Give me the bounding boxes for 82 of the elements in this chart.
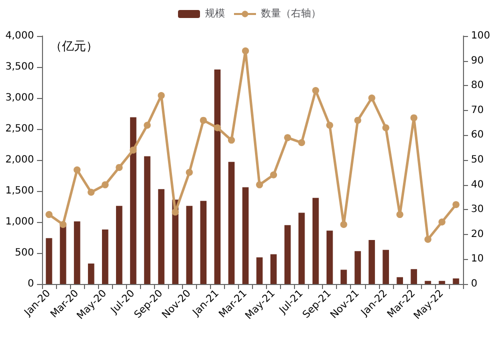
point <box>158 92 165 100</box>
bar <box>298 212 305 284</box>
point <box>410 114 418 122</box>
point <box>326 122 334 129</box>
bar <box>284 225 291 284</box>
y2-tick-label: 0 <box>471 278 478 290</box>
bar <box>74 221 80 284</box>
y-tick-label: 2,000 <box>5 154 34 166</box>
bar <box>410 269 418 284</box>
y-tick-label: 1,500 <box>5 186 34 196</box>
point <box>74 166 81 174</box>
bar <box>256 257 263 284</box>
point <box>172 208 179 216</box>
point <box>242 47 249 54</box>
y-axis-title: （亿元） <box>50 39 98 53</box>
y-tick-label: 0 <box>28 278 34 290</box>
point <box>452 201 460 208</box>
point <box>228 136 235 144</box>
y2-tick-label: 50 <box>471 154 484 166</box>
bar <box>242 187 249 284</box>
y2-tick-label: 10 <box>471 254 484 265</box>
y-tick-label: 500 <box>14 248 34 258</box>
point <box>200 116 207 124</box>
bar <box>312 198 319 284</box>
point <box>270 171 278 178</box>
bar <box>228 162 235 284</box>
point <box>88 188 95 196</box>
point <box>102 181 109 188</box>
bar <box>270 254 277 284</box>
bar <box>368 240 375 284</box>
y2-tick-label: 90 <box>471 55 484 66</box>
point <box>46 211 53 218</box>
bar <box>382 250 389 284</box>
point <box>312 87 320 94</box>
point <box>396 211 404 218</box>
y-tick-label: 3,000 <box>5 92 34 104</box>
y-tick-label: 1,000 <box>5 216 34 228</box>
bar <box>130 117 136 284</box>
y2-tick-label: 80 <box>471 80 484 92</box>
y2-tick-label: 60 <box>471 130 484 141</box>
bar <box>88 264 94 284</box>
point <box>130 146 137 154</box>
point <box>256 181 264 188</box>
bar <box>144 156 150 284</box>
y-tick-label: 3,500 <box>5 62 34 72</box>
point <box>298 139 306 146</box>
point <box>438 218 446 226</box>
point <box>382 124 390 132</box>
y2-tick-label: 40 <box>471 179 484 190</box>
legend-label: 数量（右轴） <box>261 8 321 20</box>
point <box>354 116 362 124</box>
point <box>214 124 221 132</box>
point <box>284 134 292 142</box>
y-tick-label: 2,500 <box>5 124 34 134</box>
point <box>186 168 193 176</box>
y2-tick-label: 100 <box>471 30 490 42</box>
bar <box>46 238 52 284</box>
bar <box>60 225 66 284</box>
bar <box>200 200 207 284</box>
bar <box>158 189 164 284</box>
point <box>144 122 151 129</box>
bar <box>214 69 221 284</box>
bar <box>186 206 193 284</box>
legend-label: 规模 <box>205 8 225 20</box>
point <box>116 164 123 171</box>
point <box>60 220 67 228</box>
point <box>424 236 432 243</box>
bar <box>396 277 404 284</box>
bar <box>326 230 333 284</box>
bar <box>452 278 460 284</box>
bar <box>116 206 122 284</box>
bar <box>340 270 347 284</box>
y-tick-label: 4,000 <box>5 30 34 42</box>
y2-tick-label: 70 <box>471 104 484 116</box>
bar <box>102 229 108 284</box>
point <box>368 94 376 102</box>
y2-tick-label: 20 <box>471 228 484 240</box>
bar <box>438 280 446 284</box>
bar <box>354 251 361 284</box>
y2-tick-label: 30 <box>471 204 484 216</box>
point <box>340 220 348 228</box>
bar <box>424 280 432 284</box>
